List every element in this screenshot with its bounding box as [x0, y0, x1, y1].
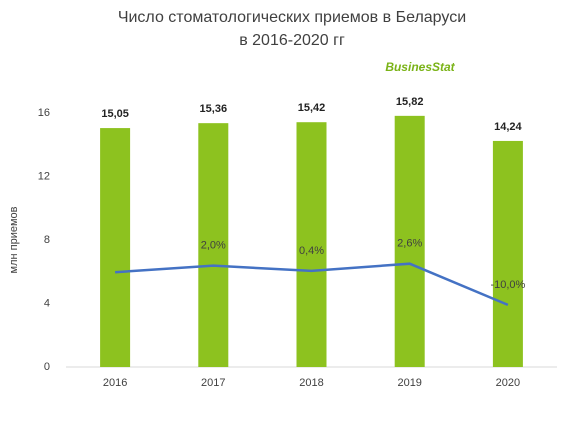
- y-tick-label: 12: [38, 170, 50, 182]
- bar: [100, 128, 131, 367]
- x-tick-label: 2020: [496, 377, 520, 389]
- data-label: 15,42: [298, 102, 326, 114]
- data-label: 2,6%: [397, 238, 422, 250]
- line: [115, 262, 509, 307]
- chart-title: Число стоматологических приемов в Белару…: [118, 9, 466, 26]
- data-label: 15,36: [200, 103, 228, 115]
- data-label: -10,0%: [490, 279, 525, 291]
- y-tick-label: 8: [44, 234, 50, 246]
- y-tick-label: 0: [44, 361, 50, 373]
- data-label: 14,24: [494, 121, 522, 133]
- y-tick-label: 4: [44, 297, 50, 309]
- data-label: 15,82: [396, 96, 424, 108]
- bar: [296, 122, 327, 368]
- x-tick-label: 2017: [201, 377, 225, 389]
- bar: [492, 140, 523, 367]
- data-label: 0,4%: [299, 245, 324, 257]
- y-axis-label: млн приемов: [8, 206, 20, 273]
- x-tick-label: 2018: [299, 377, 323, 389]
- data-label: 2,0%: [201, 240, 226, 252]
- x-tick-label: 2016: [103, 377, 127, 389]
- logo: BusinesStat: [385, 60, 455, 74]
- bar: [394, 115, 425, 367]
- bar: [198, 123, 229, 367]
- chart-title: в 2016-2020 гг: [239, 32, 345, 49]
- data-label: 15,05: [101, 108, 129, 120]
- y-tick-label: 16: [38, 107, 50, 119]
- x-tick-label: 2019: [397, 377, 421, 389]
